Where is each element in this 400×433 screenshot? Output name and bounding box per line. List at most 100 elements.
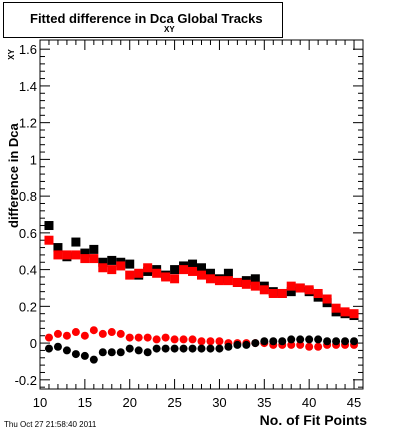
x-tick-label: 30 xyxy=(212,395,226,410)
data-point-square xyxy=(98,263,108,273)
data-point-circle xyxy=(251,339,260,348)
y-axis-label: difference in Dca xyxy=(6,123,21,228)
data-point-square xyxy=(152,268,162,278)
data-point-circle xyxy=(80,331,89,340)
data-point-circle xyxy=(260,337,269,346)
data-point-square xyxy=(170,274,180,284)
x-axis-label: No. of Fit Points xyxy=(259,412,367,428)
data-point-square xyxy=(125,270,135,280)
data-point-square xyxy=(98,257,108,267)
data-point-circle xyxy=(53,342,62,351)
data-point-circle xyxy=(107,348,116,357)
data-point-circle xyxy=(161,344,170,353)
data-point-square xyxy=(232,277,242,287)
data-point-square xyxy=(349,309,359,319)
x-tick-label: 15 xyxy=(78,395,92,410)
y-tick-label: 0.4 xyxy=(19,263,37,278)
x-tick-label: 35 xyxy=(257,395,271,410)
data-point-circle xyxy=(305,335,314,344)
data-point-square xyxy=(259,285,269,295)
data-point-square xyxy=(89,244,99,254)
data-point-circle xyxy=(314,342,323,351)
y-tick-label: 1.4 xyxy=(19,79,37,94)
data-point-circle xyxy=(71,350,80,359)
data-point-circle xyxy=(98,329,107,338)
data-point-square xyxy=(214,276,224,286)
data-point-circle xyxy=(125,333,134,342)
data-point-circle xyxy=(71,328,80,337)
data-point-square xyxy=(340,307,350,317)
chart-title-subscript: XY xyxy=(164,25,175,34)
data-point-circle xyxy=(134,333,143,342)
data-point-square xyxy=(188,259,198,269)
chart-title: Fitted difference in Dca Global Tracks xyxy=(30,11,263,26)
data-point-square xyxy=(322,294,332,304)
data-point-circle xyxy=(197,344,206,353)
y-tick-label: 0.2 xyxy=(19,299,37,314)
data-point-square xyxy=(53,250,63,260)
y-tick-label: 1.2 xyxy=(19,116,37,131)
x-tick-label: 45 xyxy=(347,395,361,410)
data-point-circle xyxy=(116,348,125,357)
data-point-square xyxy=(250,274,260,284)
data-point-circle xyxy=(215,337,224,346)
data-point-circle xyxy=(188,335,197,344)
data-point-square xyxy=(170,265,180,275)
data-point-circle xyxy=(98,348,107,357)
data-point-square xyxy=(188,266,198,276)
data-point-circle xyxy=(53,329,62,338)
data-point-circle xyxy=(44,344,53,353)
data-point-square xyxy=(313,288,323,298)
data-point-circle xyxy=(62,331,71,340)
data-point-square xyxy=(44,221,54,231)
data-point-circle xyxy=(269,337,278,346)
data-point-circle xyxy=(287,340,296,349)
title-box: Fitted difference in Dca Global Tracks X… xyxy=(3,2,283,38)
y-axis-label-subscript: XY xyxy=(6,49,16,60)
data-point-circle xyxy=(116,329,125,338)
data-point-circle xyxy=(278,337,287,346)
data-point-circle xyxy=(179,344,188,353)
data-point-square xyxy=(241,279,251,289)
data-point-circle xyxy=(89,355,98,364)
x-tick-label: 20 xyxy=(122,395,136,410)
data-point-circle xyxy=(170,344,179,353)
data-point-circle xyxy=(242,340,251,349)
data-point-square xyxy=(80,254,90,264)
data-point-square xyxy=(80,248,90,258)
data-point-square xyxy=(116,261,126,271)
data-point-circle xyxy=(287,335,296,344)
data-point-circle xyxy=(314,335,323,344)
data-point-circle xyxy=(152,335,161,344)
y-axis-ticks: -0.2 0 0.2 0.4 0.6 0.8 1 1.2 1.4 1.6 xyxy=(15,42,363,388)
data-point-square xyxy=(277,288,287,298)
data-point-square xyxy=(134,268,144,278)
data-point-circle xyxy=(233,340,242,349)
timestamp-footer: Thu Oct 27 21:58:40 2011 xyxy=(4,420,97,429)
data-point-square xyxy=(71,237,81,247)
data-point-square xyxy=(250,281,260,291)
data-point-square xyxy=(143,263,153,273)
data-point-circle xyxy=(161,333,170,342)
data-point-circle xyxy=(296,340,305,349)
data-point-circle xyxy=(206,337,215,346)
x-axis-ticks: 10 15 20 25 30 35 40 45 xyxy=(33,40,364,410)
data-point-circle xyxy=(323,337,332,346)
data-point-circle xyxy=(215,344,224,353)
data-point-circle xyxy=(170,335,179,344)
data-point-square xyxy=(205,274,215,284)
data-point-square xyxy=(295,283,305,293)
data-point-square xyxy=(286,281,296,291)
data-point-square xyxy=(107,255,117,265)
data-point-circle xyxy=(341,337,350,346)
data-point-circle xyxy=(350,337,359,346)
data-point-circle xyxy=(152,344,161,353)
data-point-square xyxy=(197,263,206,273)
data-point-circle xyxy=(125,344,134,353)
y-tick-label: 0.8 xyxy=(19,189,37,204)
y-tick-label: 0.6 xyxy=(19,226,37,241)
data-point-square xyxy=(197,270,206,280)
data-point-square xyxy=(331,303,341,313)
y-tick-label: 1 xyxy=(30,152,37,167)
